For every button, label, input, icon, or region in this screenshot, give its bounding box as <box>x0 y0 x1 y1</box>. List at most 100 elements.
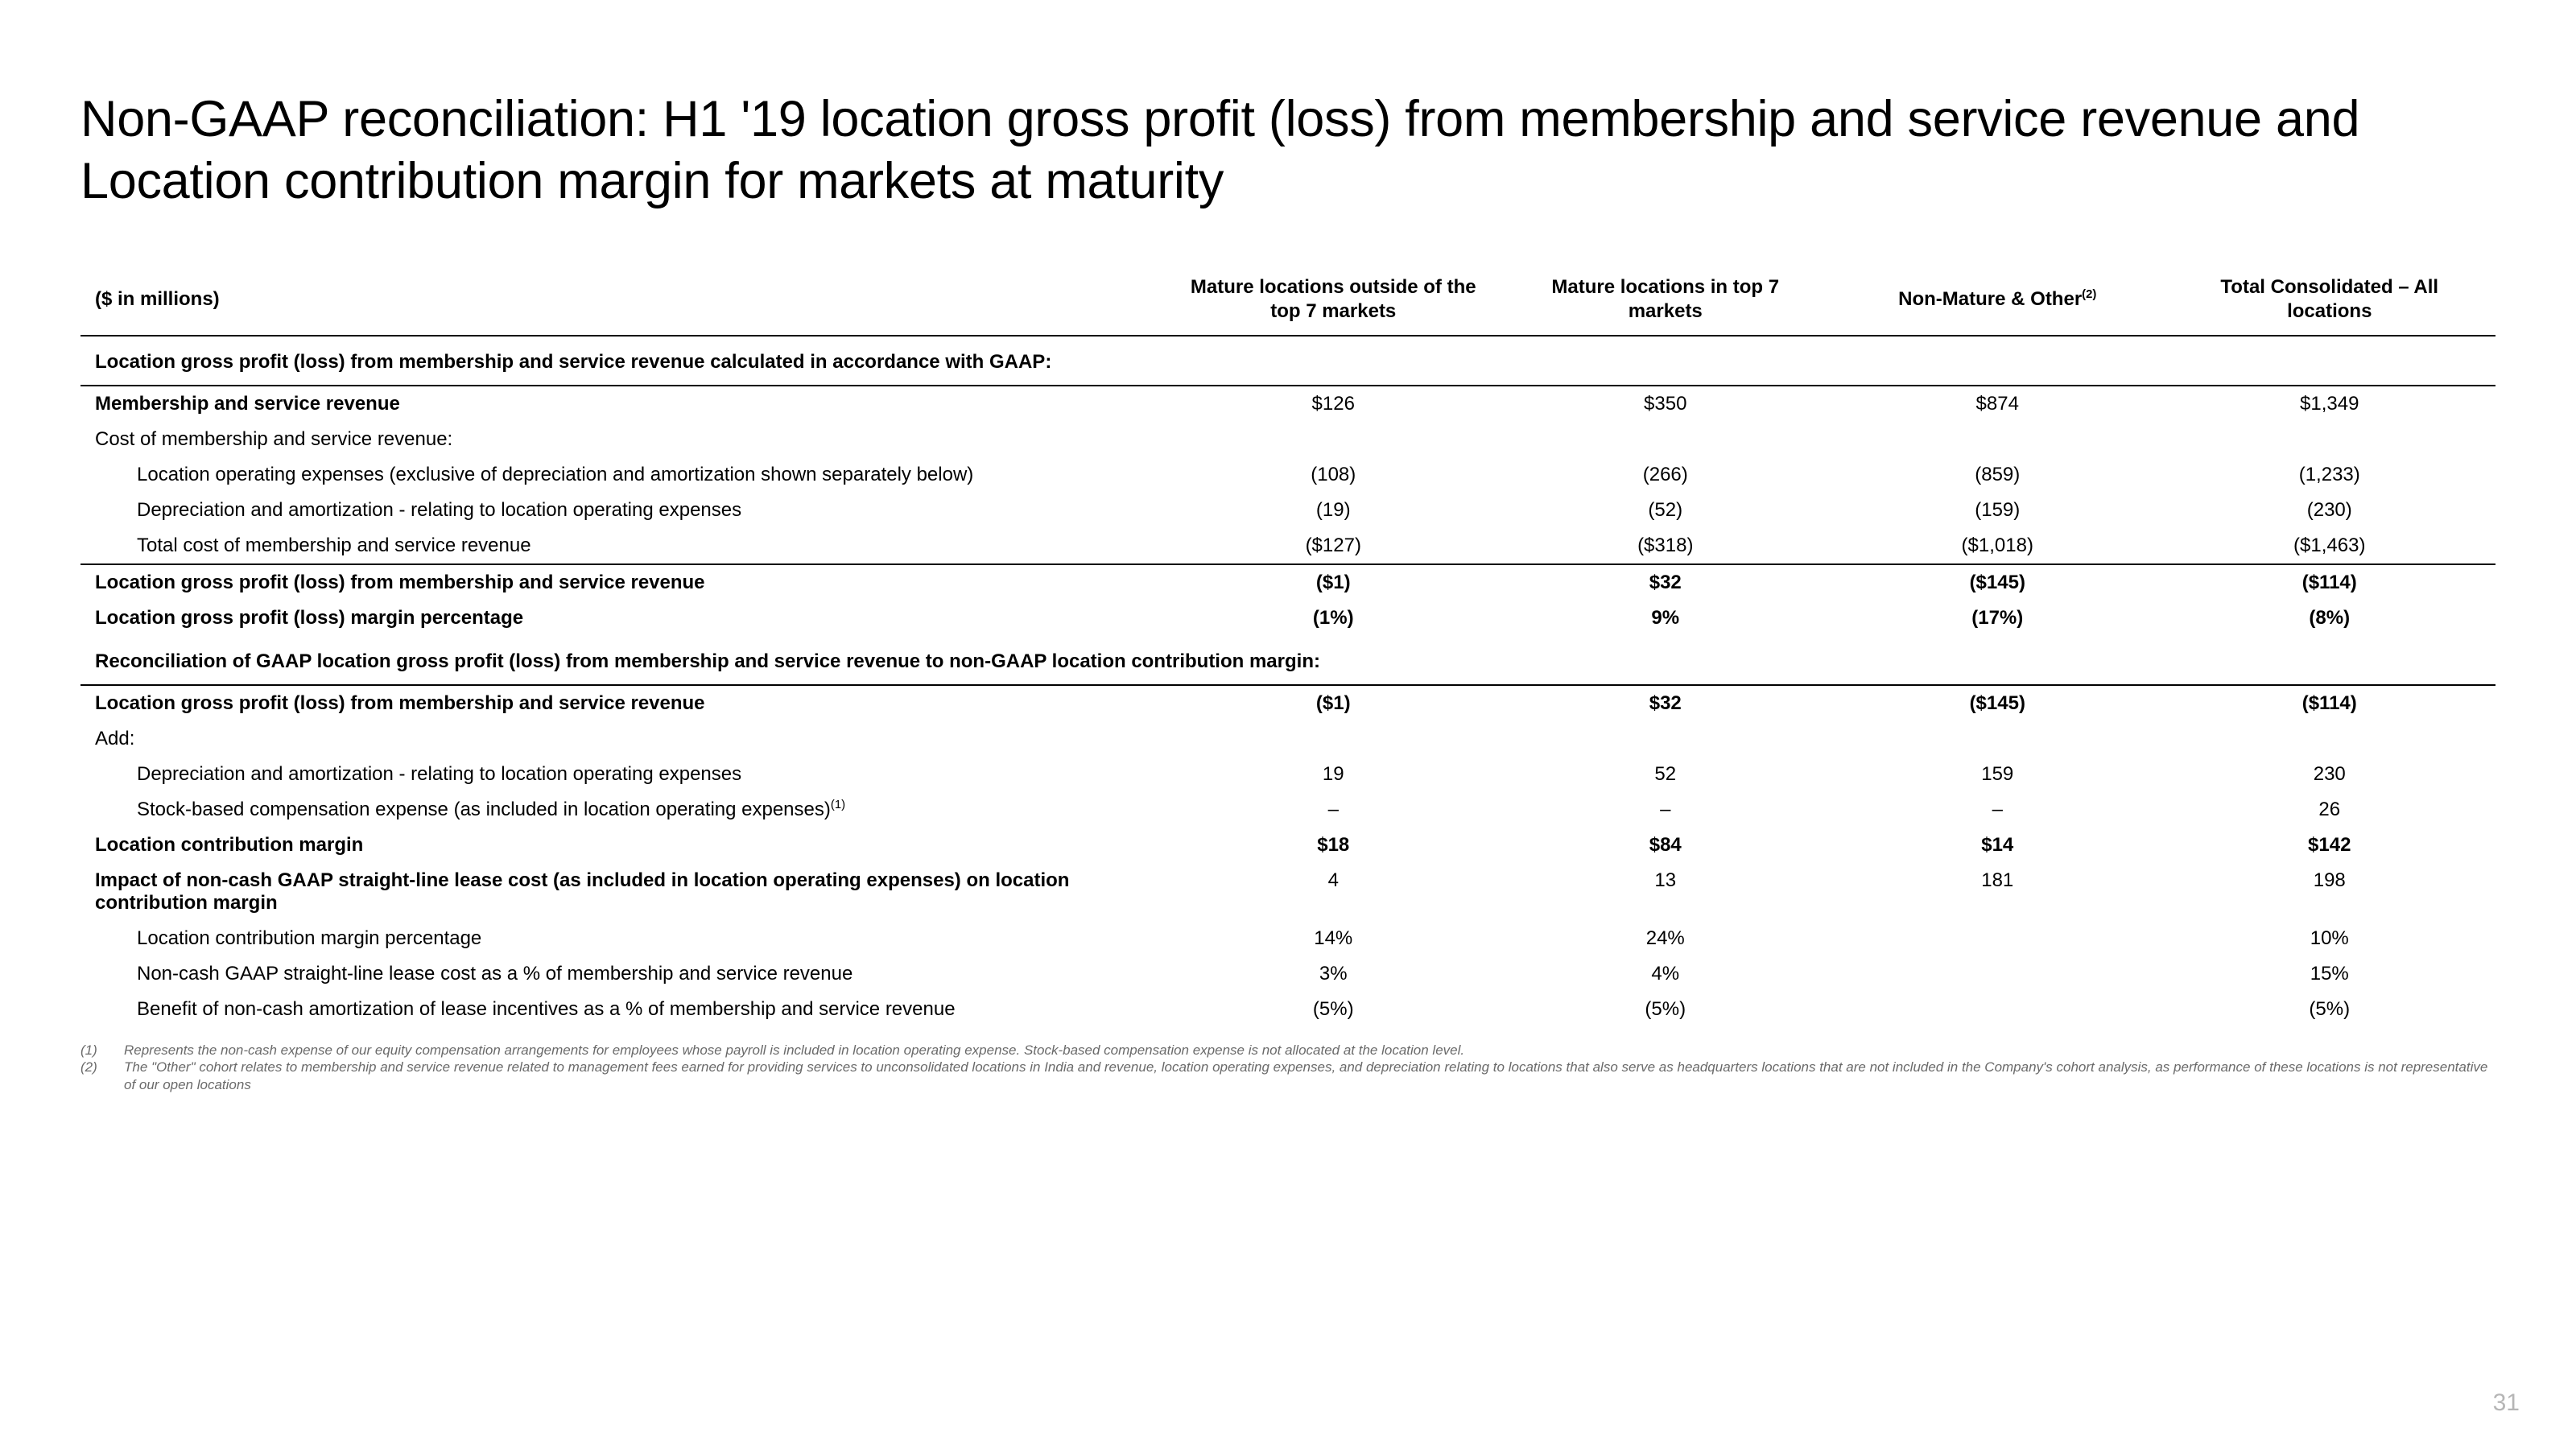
reconciliation-table: ($ in millions) Mature locations outside… <box>80 269 2496 1027</box>
cell: (108) <box>1167 457 1500 493</box>
cell: ($1,463) <box>2164 528 2496 564</box>
cell: 181 <box>1831 863 2164 921</box>
cell: (5%) <box>2164 992 2496 1027</box>
cell <box>1831 422 2164 457</box>
cell: 4 <box>1167 863 1500 921</box>
table-row: Location contribution margin percentage1… <box>80 921 2496 956</box>
page-number: 31 <box>2493 1389 2520 1417</box>
cell <box>2164 422 2496 457</box>
cell <box>1831 921 2164 956</box>
page-title: Non-GAAP reconciliation: H1 '19 location… <box>80 89 2415 213</box>
cell: ($1) <box>1167 685 1500 721</box>
cell: 9% <box>1500 601 1832 636</box>
row-label: Location contribution margin <box>80 828 1167 863</box>
footnote-text: The "Other" cohort relates to membership… <box>124 1059 2496 1094</box>
footnote-marker: (2) <box>80 1059 100 1094</box>
cell <box>1831 721 2164 757</box>
cell: $18 <box>1167 828 1500 863</box>
cell <box>1167 721 1500 757</box>
cell: – <box>1500 792 1832 828</box>
cell <box>1831 992 2164 1027</box>
cell <box>1831 956 2164 992</box>
cell: (859) <box>1831 457 2164 493</box>
cell: 159 <box>1831 757 2164 792</box>
table-row: Location gross profit (loss) from member… <box>80 564 2496 601</box>
row-label: Stock-based compensation expense (as inc… <box>80 792 1167 828</box>
cell: ($114) <box>2164 685 2496 721</box>
cell: ($1) <box>1167 564 1500 601</box>
cell: ($145) <box>1831 685 2164 721</box>
row-label: Location gross profit (loss) margin perc… <box>80 601 1167 636</box>
cell: 3% <box>1167 956 1500 992</box>
cell: $874 <box>1831 386 2164 422</box>
col-units: ($ in millions) <box>80 269 1167 336</box>
table-row: Add: <box>80 721 2496 757</box>
col-mature-top7: Mature locations in top 7 markets <box>1500 269 1832 336</box>
footnote-1: (1)Represents the non-cash expense of ou… <box>80 1042 2496 1059</box>
cell: 26 <box>2164 792 2496 828</box>
cell: 15% <box>2164 956 2496 992</box>
table-row: Cost of membership and service revenue: <box>80 422 2496 457</box>
table-row: Impact of non-cash GAAP straight-line le… <box>80 863 2496 921</box>
cell <box>2164 721 2496 757</box>
cell: $32 <box>1500 564 1832 601</box>
cell: 24% <box>1500 921 1832 956</box>
cell: $350 <box>1500 386 1832 422</box>
table-row: Location gross profit (loss) margin perc… <box>80 601 2496 636</box>
table-row: Non-cash GAAP straight-line lease cost a… <box>80 956 2496 992</box>
cell: – <box>1831 792 2164 828</box>
table-row: Depreciation and amortization - relating… <box>80 493 2496 528</box>
table-row: Location operating expenses (exclusive o… <box>80 457 2496 493</box>
cell: ($318) <box>1500 528 1832 564</box>
cell: 230 <box>2164 757 2496 792</box>
cell: (266) <box>1500 457 1832 493</box>
cell: (19) <box>1167 493 1500 528</box>
table-row: Location contribution margin$18$84$14$14… <box>80 828 2496 863</box>
cell: $1,349 <box>2164 386 2496 422</box>
cell: $14 <box>1831 828 2164 863</box>
cell: $84 <box>1500 828 1832 863</box>
cell <box>1500 721 1832 757</box>
cell: ($145) <box>1831 564 2164 601</box>
cell <box>1500 422 1832 457</box>
col-total: Total Consolidated – All locations <box>2164 269 2496 336</box>
table-row: Total cost of membership and service rev… <box>80 528 2496 564</box>
row-label: Total cost of membership and service rev… <box>80 528 1167 564</box>
cell: (5%) <box>1167 992 1500 1027</box>
section-label: Location gross profit (loss) from member… <box>80 336 2496 386</box>
cell: (159) <box>1831 493 2164 528</box>
section-label: Reconciliation of GAAP location gross pr… <box>80 636 2496 685</box>
table-row: Stock-based compensation expense (as inc… <box>80 792 2496 828</box>
footnote-2: (2) The "Other" cohort relates to members… <box>80 1059 2496 1094</box>
cell: $126 <box>1167 386 1500 422</box>
cell: ($114) <box>2164 564 2496 601</box>
row-label: Add: <box>80 721 1167 757</box>
cell: $32 <box>1500 685 1832 721</box>
row-label: Membership and service revenue <box>80 386 1167 422</box>
cell <box>1167 422 1500 457</box>
row-label: Benefit of non-cash amortization of leas… <box>80 992 1167 1027</box>
cell: 14% <box>1167 921 1500 956</box>
table-row: Membership and service revenue$126$350$8… <box>80 386 2496 422</box>
row-label: Location gross profit (loss) from member… <box>80 564 1167 601</box>
cell: (1%) <box>1167 601 1500 636</box>
cell: (230) <box>2164 493 2496 528</box>
table-row: Benefit of non-cash amortization of leas… <box>80 992 2496 1027</box>
cell: $142 <box>2164 828 2496 863</box>
col-mature-outside: Mature locations outside of the top 7 ma… <box>1167 269 1500 336</box>
table-header-row: ($ in millions) Mature locations outside… <box>80 269 2496 336</box>
cell: (1,233) <box>2164 457 2496 493</box>
cell: 10% <box>2164 921 2496 956</box>
row-label: Location operating expenses (exclusive o… <box>80 457 1167 493</box>
row-label: Location gross profit (loss) from member… <box>80 685 1167 721</box>
row-label: Location contribution margin percentage <box>80 921 1167 956</box>
footnote-text: Represents the non-cash expense of our e… <box>124 1042 1464 1059</box>
cell: 198 <box>2164 863 2496 921</box>
cell: – <box>1167 792 1500 828</box>
cell: 13 <box>1500 863 1832 921</box>
cell: (8%) <box>2164 601 2496 636</box>
section-header: Location gross profit (loss) from member… <box>80 336 2496 386</box>
cell: (17%) <box>1831 601 2164 636</box>
table-row: Depreciation and amortization - relating… <box>80 757 2496 792</box>
row-label: Depreciation and amortization - relating… <box>80 493 1167 528</box>
